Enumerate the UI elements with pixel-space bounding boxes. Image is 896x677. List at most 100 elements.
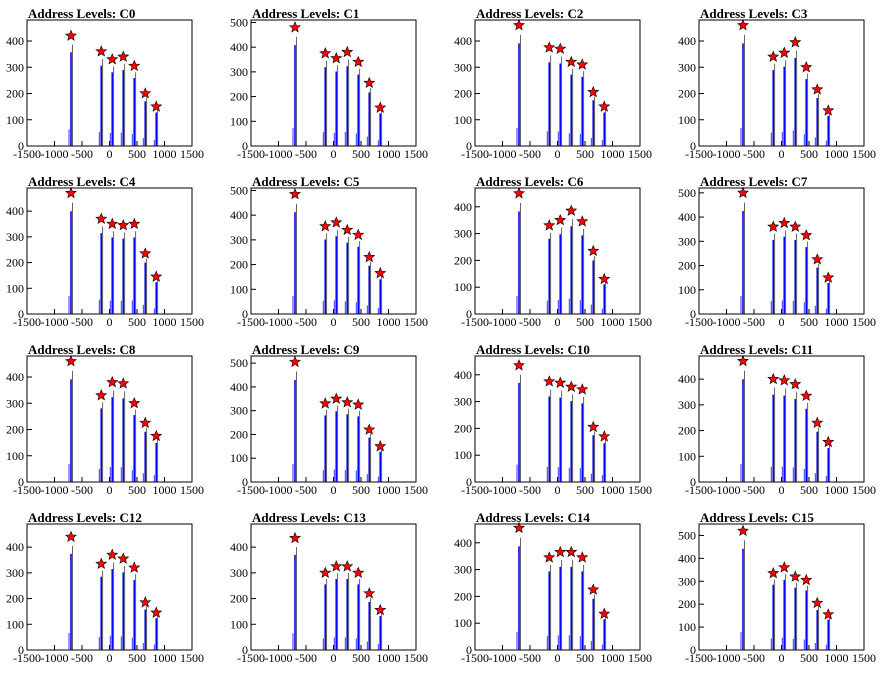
x-tick-label: 0	[331, 651, 337, 665]
x-tick-label: 1500	[404, 651, 428, 665]
x-tick-label: 1000	[377, 315, 401, 329]
peak-marker	[374, 266, 387, 279]
peak-marker	[117, 377, 130, 389]
y-tick-label: 200	[678, 597, 696, 611]
peak-marker	[139, 596, 152, 608]
y-tick-label: 300	[454, 227, 472, 241]
peak-marker	[576, 215, 589, 227]
peak-marker	[341, 223, 354, 236]
plot-frame	[474, 355, 641, 483]
peak-marker	[554, 545, 567, 558]
y-tick-label: 400	[6, 204, 24, 218]
peak-marker	[811, 83, 824, 95]
peak-marker	[513, 18, 525, 31]
y-tick-label: 300	[454, 563, 472, 577]
x-tick-label: 500	[800, 483, 818, 497]
peak-marker	[363, 250, 376, 263]
y-tick-label: 300	[230, 404, 248, 418]
y-tick-label: 400	[454, 536, 472, 550]
y-tick-label: 300	[230, 566, 248, 580]
peak-marker	[513, 521, 525, 534]
peak-marker	[128, 561, 141, 573]
panel-title: Address Levels: C1	[252, 6, 359, 21]
peak-marker	[778, 374, 791, 386]
y-tick-label: 500	[678, 186, 696, 200]
peak-marker	[95, 45, 108, 57]
y-tick-label: 100	[678, 283, 696, 297]
peak-marker	[289, 531, 301, 544]
peak-marker	[330, 560, 343, 572]
peak-marker	[543, 551, 556, 563]
x-tick-label: 1500	[852, 147, 876, 161]
x-tick-label: -500	[295, 147, 317, 161]
peak-marker	[767, 50, 780, 62]
peak-marker	[330, 392, 343, 404]
peak-marker	[330, 216, 343, 228]
peak-marker	[139, 247, 152, 259]
x-tick-label: 1500	[404, 315, 428, 329]
peak-marker	[543, 41, 556, 53]
peak-marker	[800, 61, 813, 73]
x-tick-label: -500	[295, 315, 317, 329]
peak-marker	[554, 213, 567, 226]
x-tick-label: 1500	[180, 651, 204, 665]
peak-marker	[106, 548, 119, 560]
y-tick-label: 0	[242, 139, 248, 153]
peak-marker	[576, 58, 589, 70]
panel-title: Address Levels: C3	[700, 6, 808, 21]
y-tick-label: 400	[6, 540, 24, 554]
x-tick-label: -1500	[685, 483, 713, 497]
y-tick-label: 100	[230, 451, 248, 465]
x-tick-label: -500	[71, 483, 93, 497]
y-tick-label: 100	[6, 281, 24, 295]
peak-marker	[789, 220, 802, 232]
panel-0: Address Levels: C0 0 100 200 300 400 -1500 -100…	[6, 6, 204, 161]
x-tick-label: 500	[128, 483, 146, 497]
peak-marker	[598, 430, 611, 442]
y-tick-label: 500	[230, 183, 248, 197]
panel-9: Address Levels: C90100200300400500-1500-…	[230, 342, 428, 497]
y-tick-label: 100	[6, 449, 24, 463]
x-tick-label: -500	[743, 147, 765, 161]
x-tick-label: -500	[519, 147, 541, 161]
x-tick-label: 500	[128, 315, 146, 329]
x-tick-label: 1500	[628, 315, 652, 329]
y-tick-label: 0	[690, 307, 696, 321]
x-tick-label: -1000	[41, 483, 69, 497]
peak-marker	[128, 397, 141, 409]
peak-marker	[513, 359, 525, 371]
y-tick-label: 0	[466, 307, 472, 321]
plot-frame	[698, 523, 865, 651]
x-tick-label: -1000	[265, 483, 293, 497]
plot-frame	[698, 355, 865, 483]
x-tick-label: -500	[295, 483, 317, 497]
x-tick-label: 1500	[628, 483, 652, 497]
peak-marker	[789, 35, 802, 48]
y-tick-label: 200	[454, 253, 472, 267]
x-tick-label: 0	[555, 483, 561, 497]
y-tick-label: 200	[6, 256, 24, 270]
y-tick-label: 0	[18, 139, 24, 153]
y-tick-label: 400	[230, 380, 248, 394]
peak-marker	[565, 204, 578, 216]
y-tick-label: 200	[678, 259, 696, 273]
peak-marker	[811, 416, 824, 428]
x-tick-label: -500	[743, 315, 765, 329]
x-tick-label: -1500	[461, 651, 489, 665]
peak-marker	[65, 530, 77, 542]
peak-marker	[767, 220, 780, 232]
x-tick-label: 500	[352, 315, 370, 329]
y-tick-label: 400	[230, 540, 248, 554]
plot-frame	[250, 187, 417, 315]
x-tick-label: 500	[576, 147, 594, 161]
peak-marker	[128, 59, 141, 72]
panel-title: Address Levels: C2	[476, 6, 583, 21]
panel-1: Address Levels: C10100200300400500-1500-…	[230, 6, 428, 161]
y-tick-label: 0	[690, 643, 696, 657]
peak-marker	[289, 21, 301, 33]
panel-3: Address Levels: C3 0 100 200 300 400 -1500 -100…	[678, 6, 876, 161]
y-tick-label: 0	[690, 475, 696, 489]
plot-frame	[26, 19, 193, 147]
